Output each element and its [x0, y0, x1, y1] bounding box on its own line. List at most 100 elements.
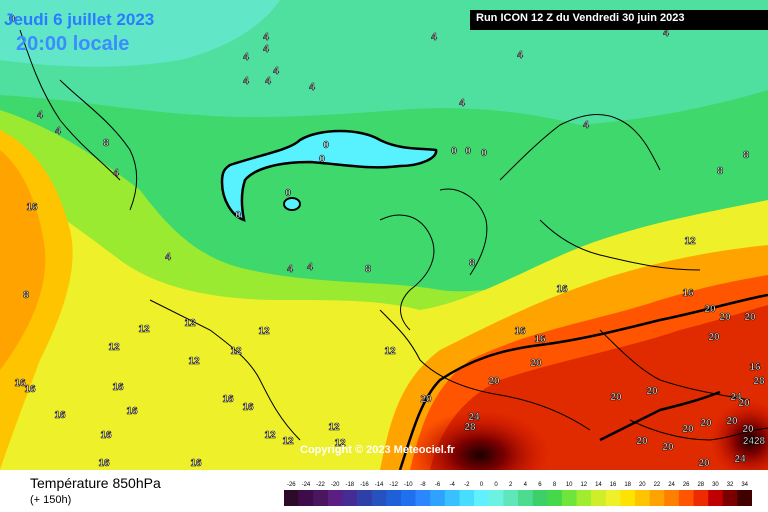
legend-tick-label: 32: [727, 482, 734, 488]
isotherm-label: 24: [730, 392, 742, 403]
isotherm-label: 16: [242, 402, 254, 413]
legend-swatch: [693, 490, 709, 506]
cold-pool-small: [283, 197, 301, 211]
legend-swatch: [444, 490, 460, 506]
legend-tick-label: -8: [420, 482, 426, 488]
isotherm-label: 4: [517, 50, 523, 61]
copyright-text: Copyright © 2023 Meteociel.fr: [300, 444, 455, 456]
legend-swatch: [313, 490, 329, 506]
isotherm-label: 20: [700, 418, 712, 429]
legend-tick-label: 2: [509, 482, 513, 488]
legend-tick-label: -4: [450, 482, 456, 488]
legend-tick-label: -26: [287, 482, 296, 488]
isotherm-label: 12: [334, 438, 346, 449]
legend-tick-label: 0: [480, 482, 484, 488]
legend-tick-label: 4: [524, 482, 528, 488]
isotherm-label: 4: [165, 252, 171, 263]
run-info-text: Run ICON 12 Z du Vendredi 30 juin 2023: [476, 12, 685, 24]
isotherm-label: 28: [753, 376, 765, 387]
isotherm-label: 20: [530, 358, 542, 369]
isotherm-label: 20: [420, 394, 432, 405]
isotherm-label: 2428: [743, 436, 766, 447]
isotherm-label: 12: [264, 430, 276, 441]
isotherm-label: 20: [738, 398, 750, 409]
orange-west-core: [0, 150, 46, 370]
isotherm-label: 12: [138, 324, 150, 335]
legend-tick-label: 18: [624, 482, 631, 488]
heat-dome-core: [410, 410, 550, 470]
isotherm-label: 0: [465, 146, 471, 157]
isotherm-label: 4: [243, 76, 249, 87]
legend-swatch: [284, 490, 299, 506]
isotherm-label: 0: [319, 154, 325, 165]
isotherm-label: 8: [743, 150, 749, 161]
isotherm-label: 16: [54, 410, 66, 421]
isotherm-label: 8: [469, 258, 475, 269]
isotherm-label: 16: [222, 394, 234, 405]
isotherm-label: 12: [328, 422, 340, 433]
legend-swatch: [488, 490, 504, 506]
legend-swatch: [430, 490, 446, 506]
isotherm-label: 4: [265, 76, 271, 87]
legend-swatch: [708, 490, 724, 506]
legend-swatch: [649, 490, 665, 506]
isotherm-label: 8: [103, 138, 109, 149]
legend-tick-label: -20: [331, 482, 340, 488]
isotherm-label: 4: [273, 66, 279, 77]
isotherm-label: 4: [663, 28, 669, 39]
legend-swatch: [518, 490, 533, 506]
isotherm-label: 4: [37, 110, 43, 121]
isotherm-label: 16: [24, 384, 36, 395]
isotherm-label: 20: [704, 304, 716, 315]
forecast-date: Jeudi 6 juillet 2023: [4, 10, 155, 29]
isotherm-label: 0: [235, 210, 241, 221]
parameter-title: Température 850hPa: [30, 475, 161, 491]
legend-tick-label: -24: [302, 482, 311, 488]
isotherm-label: 16: [556, 284, 568, 295]
isotherm-label: 20: [698, 458, 710, 469]
isotherm-label: 20: [708, 332, 720, 343]
isotherm-label: 24: [734, 454, 746, 465]
run-info-box: [470, 10, 768, 30]
isotherm-label: 20: [636, 436, 648, 447]
legend-tick-label: 6: [538, 482, 542, 488]
legend-tick-label: 12: [580, 482, 587, 488]
isotherm-label: 0: [323, 140, 329, 151]
isotherm-label: 12: [184, 318, 196, 329]
isotherm-label: 16: [190, 458, 202, 469]
isotherm-label: 20: [726, 416, 738, 427]
isotherm-label: 16: [98, 458, 110, 469]
legend-swatch: [401, 490, 416, 506]
legend-swatch: [635, 490, 650, 506]
isotherm-label: 16: [26, 202, 38, 213]
legend-swatch: [327, 490, 343, 506]
legend-tick-label: -2: [464, 482, 470, 488]
isotherm-label: 4: [287, 264, 293, 275]
legend-tick-label: 24: [668, 482, 675, 488]
heat-dome-east: [710, 400, 768, 470]
isotherm-label: 20: [744, 312, 756, 323]
legend-swatch: [605, 490, 621, 506]
isotherm-label: 4: [243, 52, 249, 63]
isotherm-label: 12: [108, 342, 120, 353]
legend-tick-label: 28: [697, 482, 704, 488]
isotherm-label: 0: [285, 188, 291, 199]
legend-tick-label: -16: [360, 482, 369, 488]
legend-swatch: [737, 490, 752, 506]
color-legend: -26 -24 -22 -20 -18 -16 -14 -12 -10 -8 -6 -4 -2 0 0 2 4 6…: [284, 482, 752, 506]
isotherm-label: 12: [684, 236, 696, 247]
isotherm-label: 4: [113, 168, 119, 179]
isotherm-label: 4: [431, 32, 437, 43]
isotherm-label: 16: [749, 362, 761, 373]
cold-pool-contour: [220, 129, 438, 222]
legend-swatch: [342, 490, 358, 506]
legend-tick-label: -18: [345, 482, 354, 488]
isotherm-label: 16: [126, 406, 138, 417]
isotherm-label: 16: [100, 430, 112, 441]
legend-tick-label: 30: [712, 482, 719, 488]
legend-tick-label: 10: [566, 482, 573, 488]
isotherm-label: 8: [717, 166, 723, 177]
isotherm-label: 20: [742, 424, 754, 435]
isotherm-label: 4: [55, 126, 61, 137]
